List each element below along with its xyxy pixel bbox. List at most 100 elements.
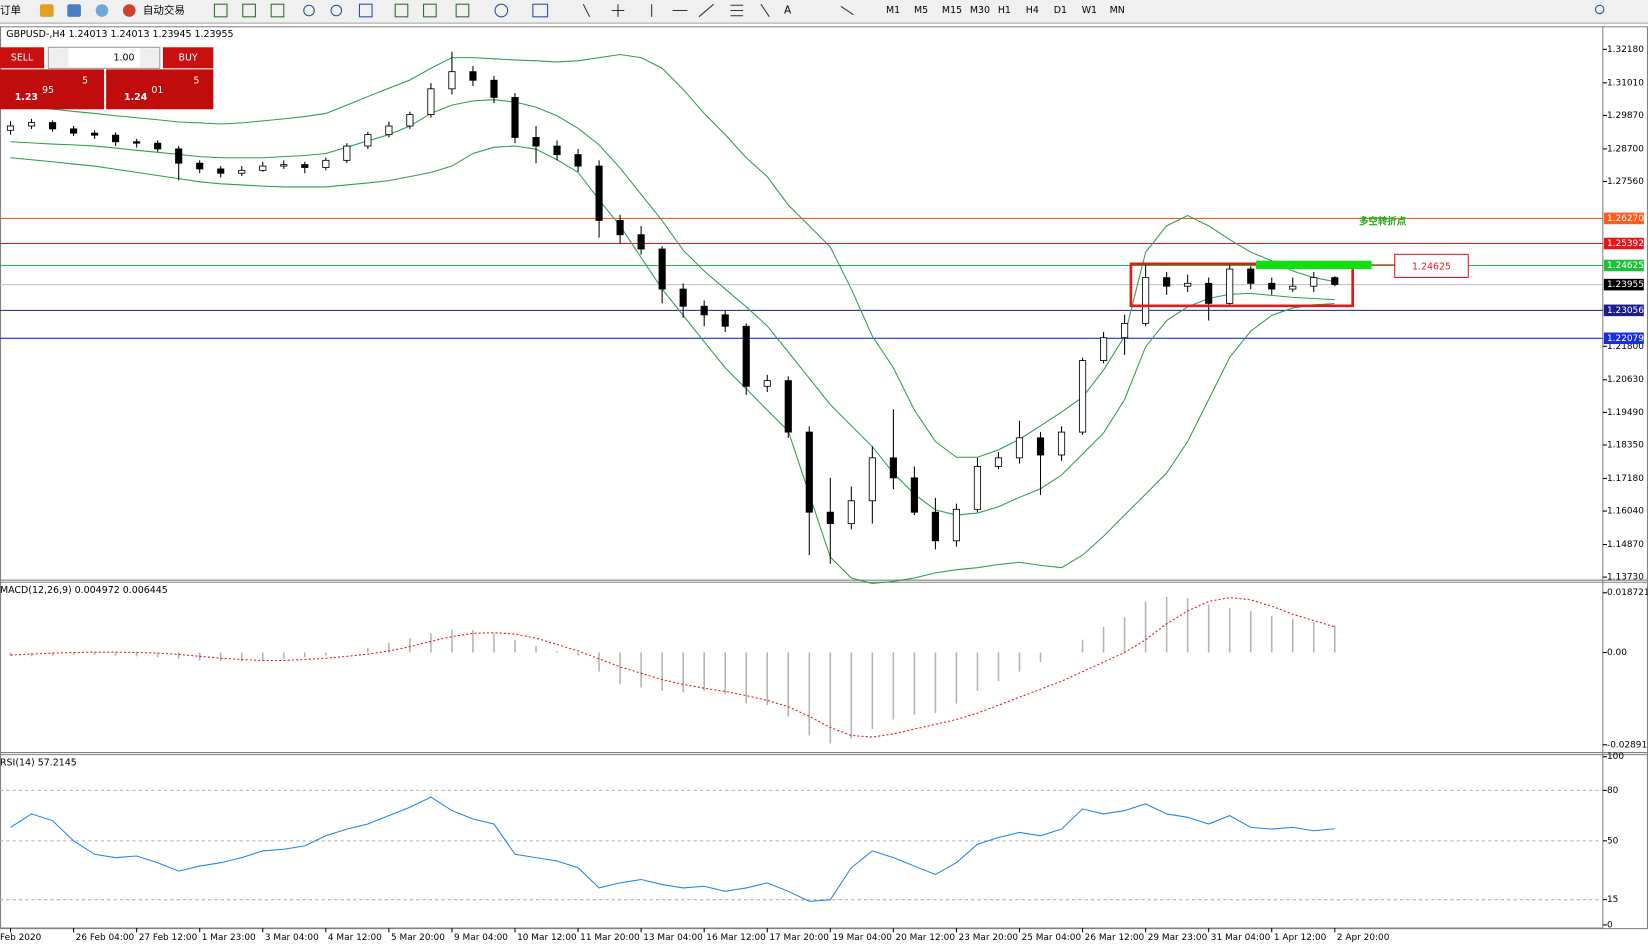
level-callout-box [1394, 253, 1469, 279]
candle-body [868, 457, 876, 502]
x-tick-label: 3 Mar 04:00 [265, 933, 319, 943]
timeframe-button[interactable]: MN [1110, 5, 1125, 16]
candle-body [826, 511, 834, 525]
candle-body [322, 159, 330, 168]
candle-body [1015, 437, 1024, 459]
timeframe-button[interactable]: M1 [886, 5, 900, 16]
price-level-tag [1603, 304, 1644, 317]
y-tick-label: 1.18350 [1607, 440, 1644, 450]
candle-body [6, 125, 15, 131]
candle-body [217, 168, 225, 174]
y-tick-label: 1.19490 [1607, 408, 1644, 418]
bollinger-band [10, 99, 1335, 516]
x-tick-label: 9 Mar 04:00 [454, 933, 508, 943]
x-tick-label: 10 Mar 12:00 [517, 933, 577, 943]
candle-body [1184, 282, 1192, 287]
y-tick-label: 0.00 [1607, 648, 1627, 658]
candle-body [742, 325, 750, 387]
toolbar [0, 0, 1648, 24]
candle-body [952, 508, 961, 542]
buy-label[interactable]: BUY [179, 52, 198, 63]
y-tick-label: 0.018721 [1607, 588, 1648, 598]
x-tick-label: 11 Mar 20:00 [580, 933, 640, 943]
candle-body [1289, 285, 1297, 290]
x-tick-label: 5 Mar 20:00 [391, 933, 445, 943]
icon[interactable] [39, 4, 54, 17]
candle-body [1226, 268, 1234, 304]
timeframe-button[interactable]: H4 [1026, 5, 1039, 16]
new-order-button[interactable]: 订单 [0, 5, 21, 17]
timeframe-button[interactable]: M30 [970, 5, 990, 16]
candle-body [616, 219, 624, 236]
timeframe-button[interactable]: D1 [1054, 5, 1067, 16]
y-tick-label: 1.31010 [1607, 78, 1644, 88]
icon[interactable] [67, 4, 81, 17]
candle-body [1163, 277, 1171, 287]
candle-body [784, 380, 792, 433]
x-tick-label: 2 Apr 20:00 [1337, 933, 1390, 943]
ask-big: 01 [151, 85, 163, 96]
y-tick-label: -0.028913 [1607, 740, 1648, 750]
candle-body [343, 145, 351, 161]
range-box [1129, 262, 1354, 308]
plot-area: 1.32180 1.31010 1.29870 1.28700 1.27560 1.218… [0, 45, 1648, 943]
candle-body [595, 165, 603, 221]
candle-body [679, 288, 687, 307]
y-tick-label: 1.16040 [1607, 507, 1644, 517]
auto-trading-icon[interactable] [122, 4, 136, 17]
timeframe-bar: M1 M5 M15 M30 H1 H4 D1 W1 MN [886, 5, 1125, 16]
x-tick-label: 29 Mar 23:00 [1148, 933, 1208, 943]
buy-button[interactable] [162, 47, 214, 69]
bollinger-band [10, 145, 1335, 584]
lots-input[interactable] [47, 46, 161, 69]
candle-body [301, 164, 309, 168]
toolbar-icons[interactable] [213, 3, 854, 18]
x-tick-label: 20 Mar 12:00 [895, 933, 955, 943]
bid-big: 95 [42, 85, 54, 96]
auto-trading-button[interactable]: 自动交易 [143, 4, 185, 17]
bid-prefix: 1.23 [15, 92, 38, 103]
candle-body [637, 234, 645, 250]
price-level-label: 1.25392 [1607, 239, 1644, 249]
x-tick-label: 19 Mar 04:00 [832, 933, 892, 943]
candle-body [490, 79, 498, 98]
timeframe-button[interactable]: M5 [914, 5, 928, 16]
ask-box[interactable] [106, 69, 214, 110]
timeframe-button[interactable]: M15 [942, 5, 962, 16]
candle-body [427, 88, 435, 115]
x-tick-label: 1 Mar 23:00 [202, 933, 256, 943]
chart-title: GBPUSD-,H4 1.24013 1.24013 1.23945 1.239… [6, 29, 233, 40]
y-tick-label: 50 [1607, 836, 1619, 846]
search-icon[interactable] [1594, 4, 1605, 15]
candle-body [27, 122, 36, 127]
price-level-label: 1.24625 [1607, 261, 1644, 271]
timeframe-button[interactable]: H1 [998, 5, 1011, 16]
candle-body [700, 305, 708, 316]
y-tick-label: 1.21800 [1607, 342, 1644, 352]
sell-button[interactable] [0, 47, 45, 69]
lots-value[interactable]: 1.00 [114, 52, 135, 63]
bollinger-band [10, 53, 1335, 458]
candle-body [48, 122, 57, 130]
price-level-tag [1603, 237, 1644, 250]
candle-body [721, 314, 729, 327]
timeframe-button[interactable]: W1 [1082, 5, 1097, 16]
chart-frame [0, 26, 1648, 930]
x-tick-label: 26 Mar 12:00 [1085, 933, 1145, 943]
candle-body [1310, 277, 1318, 287]
y-tick-label: 80 [1607, 786, 1619, 796]
icon[interactable] [95, 4, 109, 17]
lots-up[interactable] [139, 48, 159, 68]
text-tool[interactable]: A [784, 5, 792, 17]
bid-box[interactable] [0, 69, 105, 110]
candle-body [994, 457, 1003, 467]
sell-label[interactable]: SELL [11, 52, 34, 63]
x-tick-label: 16 Mar 12:00 [706, 933, 766, 943]
candle-body [1205, 282, 1213, 304]
lots-down[interactable] [49, 48, 69, 68]
x-tick-label: 1 Apr 12:00 [1274, 933, 1327, 943]
price-level-label: 1.26270 [1607, 214, 1644, 224]
price-level-label: 1.22079 [1607, 334, 1644, 344]
candle-body [910, 477, 918, 513]
